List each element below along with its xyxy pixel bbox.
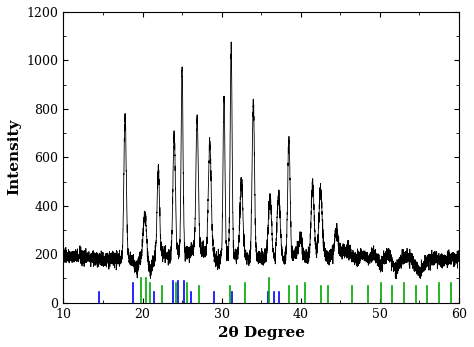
Y-axis label: Intensity: Intensity [7, 119, 21, 195]
X-axis label: 2θ Degree: 2θ Degree [218, 326, 305, 340]
